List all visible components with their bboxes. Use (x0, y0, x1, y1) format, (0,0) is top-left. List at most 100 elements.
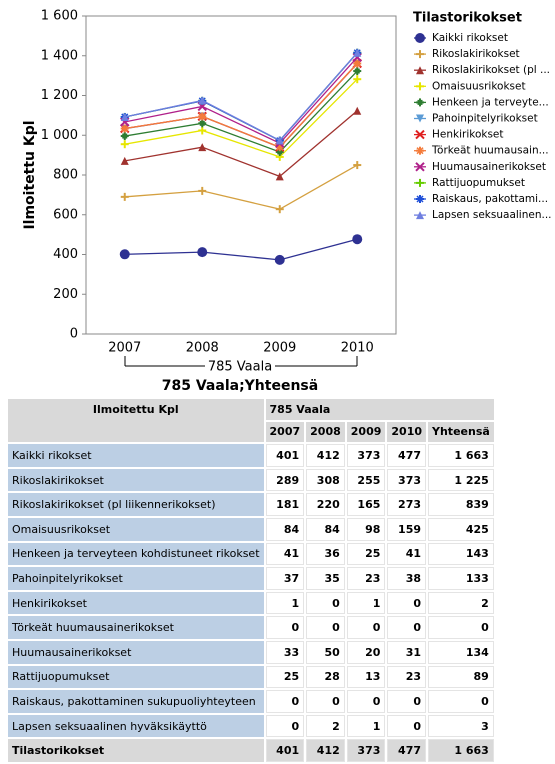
table-cell: 0 (306, 690, 345, 713)
table-cell: 2 (428, 591, 494, 615)
data-point (353, 67, 362, 76)
legend-label: Henkirikokset (432, 129, 504, 141)
table-cell: 0 (428, 616, 494, 639)
marker-part (415, 129, 425, 140)
marker-part (352, 234, 363, 245)
y-tick-label: 1 600 (41, 9, 78, 24)
marker-part (416, 211, 424, 220)
table-cell: 1 225 (428, 468, 494, 492)
table-cell: 36 (306, 542, 345, 566)
row-label: Törkeät huumausainerikokset (8, 616, 264, 639)
marker-part (198, 112, 206, 120)
marker-part (198, 143, 207, 152)
legend-marker (414, 66, 426, 75)
data-point (198, 119, 207, 128)
column-header: Yhteensä (428, 421, 494, 443)
legend-marker (414, 146, 426, 155)
table-cell: 3 (428, 714, 494, 738)
table-cell: 0 (306, 616, 345, 639)
y-tick-label: 600 (53, 207, 78, 222)
marker-part (198, 96, 207, 105)
legend-label: Lapsen seksuaalinen... (432, 209, 552, 221)
marker-part (353, 48, 362, 57)
table-cell: 23 (346, 567, 386, 590)
table-cell: 41 (387, 542, 427, 566)
legend-label: Huumausainerikokset (432, 161, 546, 173)
data-point (275, 136, 284, 145)
table-cell: 133 (428, 567, 494, 590)
marker-part (353, 59, 361, 68)
table-cell: 1 (265, 591, 305, 615)
table-row: Raiskaus, pakottaminen sukupuoliyhteytee… (8, 690, 494, 713)
table-cell: 35 (306, 567, 345, 590)
legend-marker (414, 33, 426, 43)
marker-part (274, 254, 285, 265)
chart-title: 785 Vaala;Yhteensä (162, 378, 318, 394)
series-line (124, 70, 358, 153)
data-table: Ilmoitettu Kpl 785 Vaala 2007 2008 2009 201… (6, 397, 496, 764)
table-row: Kaikki rikokset 401 412 373 477 1 663 (8, 444, 494, 467)
table-cell: 50 (306, 640, 345, 664)
column-header: 2008 (306, 421, 345, 443)
row-label: Omaisuusrikokset (8, 517, 264, 541)
row-label: Henkirikokset (8, 591, 264, 615)
marker-part (416, 66, 424, 75)
legend-title: Tilastorikokset (413, 11, 522, 26)
row-label: Rattijuopumukset (8, 665, 264, 689)
table-cell: 0 (387, 714, 427, 738)
series-line (124, 56, 358, 144)
table-cell: 0 (346, 690, 386, 713)
legend-label: Rikoslakirikokset (432, 48, 520, 60)
marker-part (416, 195, 424, 203)
table-cell: 0 (306, 591, 345, 615)
table-cell: 181 (265, 493, 305, 516)
data-point (353, 59, 362, 68)
marker-part (119, 249, 130, 260)
data-point (198, 126, 207, 135)
table-cell: 477 (387, 444, 427, 467)
table-cell: 0 (387, 690, 427, 713)
x-tick-label: 2007 (108, 341, 141, 356)
marker-part (353, 106, 362, 115)
y-axis-title: Ilmoitettu Kpl (22, 120, 38, 229)
table-cell: 84 (265, 517, 305, 541)
marker-part (416, 147, 424, 155)
table-cell: 220 (306, 493, 345, 516)
marker-part (416, 114, 424, 123)
series-line (124, 63, 358, 148)
row-label: Huumausainerikokset (8, 640, 264, 664)
table-row: Rikoslakirikokset 289 308 255 373 1 225 (8, 468, 494, 492)
y-tick-label: 0 (70, 327, 78, 342)
series-line (124, 110, 358, 178)
legend-marker (414, 195, 426, 203)
table-cell: 0 (428, 690, 494, 713)
x-group-label: 785 Vaala (208, 360, 272, 375)
table-cell: 839 (428, 493, 494, 516)
table-row: Rikoslakirikokset (pl liikennerikokset) 1… (8, 493, 494, 516)
table-cell: 273 (387, 493, 427, 516)
data-point (198, 112, 207, 121)
data-point (353, 161, 362, 170)
data-point (198, 96, 207, 105)
row-label: Raiskaus, pakottaminen sukupuoliyhteytee… (8, 690, 264, 713)
data-point (198, 143, 207, 152)
table-cell: 38 (387, 567, 427, 590)
table-cell: 25 (265, 665, 305, 689)
data-point (197, 247, 208, 258)
table-cell: 0 (387, 616, 427, 639)
table-cell: 98 (346, 517, 386, 541)
data-point (120, 156, 129, 165)
table-cell: 1 (346, 591, 386, 615)
legend-marker (414, 129, 426, 140)
legend-marker (414, 211, 426, 220)
table-cell: 143 (428, 542, 494, 566)
data-point (120, 132, 129, 141)
data-point (274, 254, 285, 265)
legend-label: Raiskaus, pakottami... (432, 193, 548, 205)
table-cell: 289 (265, 468, 305, 492)
marker-part (120, 156, 129, 165)
table-cell: 373 (346, 444, 386, 467)
column-header: 2007 (265, 421, 305, 443)
data-point (353, 75, 362, 84)
